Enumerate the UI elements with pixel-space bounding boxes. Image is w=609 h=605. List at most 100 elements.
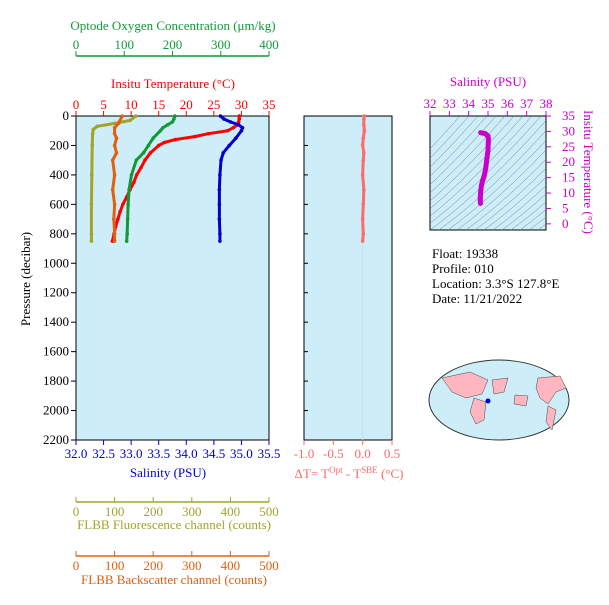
oxygen-point (170, 120, 175, 124)
salinity-point (217, 217, 222, 221)
fluorescence-point (90, 131, 95, 136)
oxygen-point (165, 123, 170, 127)
oxygen-tick-label: 0 (73, 37, 80, 52)
ts-point (478, 187, 484, 193)
temperature-point (116, 217, 120, 221)
oxygen-point (125, 217, 130, 221)
ts-salinity-tick-label: 34 (462, 96, 476, 111)
delta-t-point (360, 143, 365, 148)
backscatter-axis-title: FLBB Backscatter channel (counts) (81, 572, 267, 587)
oxygen-point (146, 143, 151, 148)
pressure-tick-label: 800 (50, 226, 70, 241)
date-label: Date: 11/21/2022 (432, 291, 523, 306)
temperature-tick-label: 15 (152, 97, 165, 112)
backscatter-point (110, 187, 115, 192)
float-id-label: Float: 19338 (432, 246, 499, 261)
backscatter-point (114, 136, 119, 140)
temperature-point (134, 173, 139, 177)
oxygen-point (125, 232, 129, 236)
fluorescence-point (112, 121, 117, 126)
delta-t-point (361, 202, 366, 207)
data-series-layer (89, 114, 491, 243)
ts-temperature-tick-label: 35 (562, 108, 575, 123)
temperature-point (139, 165, 143, 170)
ts-temperature-tick-label: 20 (562, 154, 575, 169)
salinity-tick-label: 34.5 (202, 446, 225, 461)
salinity-point (236, 123, 241, 127)
temperature-point (236, 120, 241, 124)
backscatter-tick-label: 500 (259, 558, 279, 573)
ts-temperature-tick-label: 15 (562, 170, 575, 185)
salinity-tick-label: 35.0 (230, 446, 253, 461)
temperature-tick-label: 0 (73, 97, 80, 112)
backscatter-point (112, 202, 117, 207)
fluorescence-point (89, 239, 94, 243)
delta-t-plot-area (303, 115, 393, 441)
ts-point (480, 178, 486, 184)
salinity-point (218, 114, 223, 118)
ts-point (477, 201, 483, 207)
float-position-marker (485, 398, 491, 404)
ts-point (483, 165, 489, 171)
delta-t-point (360, 217, 365, 221)
fluorescence-tick-label: 400 (221, 504, 241, 519)
ts-point (485, 147, 491, 153)
oxygen-point (129, 173, 134, 177)
temperature-point (237, 117, 242, 121)
fluorescence-tick-label: 200 (143, 504, 163, 519)
pressure-tick-label: 1200 (43, 285, 69, 300)
temperature-point (192, 134, 197, 139)
salinity-point (218, 239, 222, 243)
ts-salinity-tick-label: 32 (424, 96, 437, 111)
ts-salinity-tick-label: 33 (443, 96, 456, 111)
salinity-point (221, 117, 226, 121)
fluorescence-tick-label: 500 (259, 504, 279, 519)
ts-salinity-tick-label: 37 (520, 96, 534, 111)
temperature-tick-label: 35 (263, 97, 276, 112)
temperature-tick-label: 10 (125, 97, 138, 112)
salinity-point (217, 202, 222, 207)
oxygen-point (127, 187, 131, 192)
oxygen-point (124, 239, 129, 243)
ts-point (478, 182, 484, 188)
backscatter-point (112, 239, 117, 243)
ts-temperature-tick-label: 25 (562, 139, 575, 154)
fluorescence-point (90, 143, 95, 148)
ts-temperature-tick-label: 30 (562, 123, 575, 138)
salinity-point (218, 173, 222, 177)
delta-t-tick-label: -0.5 (323, 446, 344, 461)
delta-t-point (361, 232, 366, 236)
delta-t-point (360, 239, 365, 243)
oxygen-tick-label: 100 (115, 37, 135, 52)
ts-temperature-tick-label: 10 (562, 185, 575, 200)
delta-t-point (361, 136, 366, 140)
temperature-tick-label: 20 (180, 97, 193, 112)
backscatter-tick-label: 200 (143, 558, 163, 573)
oxygen-profile-line (125, 115, 177, 242)
pressure-tick-label: 0 (63, 108, 70, 123)
salinity-axis-title: Salinity (PSU) (130, 465, 206, 480)
salinity-point (239, 128, 244, 133)
backscatter-tick-label: 300 (182, 558, 202, 573)
temperature-point (162, 140, 167, 145)
ts-salinity-tick-label: 35 (482, 96, 495, 111)
pressure-tick-label: 1000 (43, 255, 69, 270)
backscatter-tick-label: 100 (105, 558, 125, 573)
pressure-tick-label: 600 (50, 196, 70, 211)
temperature-point (206, 131, 211, 136)
fluorescence-point (89, 202, 94, 207)
fluorescence-point (91, 127, 96, 132)
temperature-point (173, 137, 178, 142)
backscatter-point (114, 151, 119, 155)
backscatter-point (116, 121, 121, 126)
oxygen-point (141, 151, 146, 155)
backscatter-point (112, 217, 116, 221)
delta-t-line (361, 115, 366, 242)
pressure-tick-label: 2000 (43, 403, 69, 418)
oxygen-point (158, 128, 163, 133)
temperature-point (121, 202, 125, 207)
backscatter-tick-label: 400 (221, 558, 241, 573)
oxygen-point (172, 117, 176, 121)
delta-t-point (362, 128, 367, 133)
